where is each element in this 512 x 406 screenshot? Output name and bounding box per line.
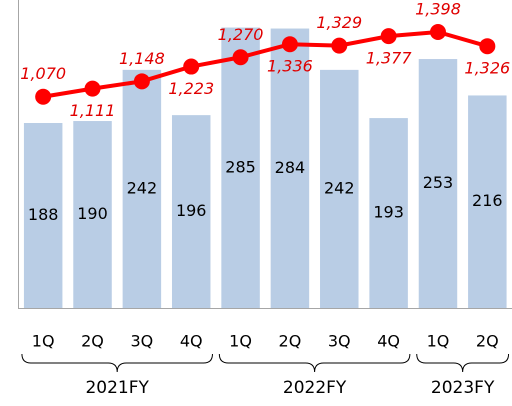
group-brace [21, 353, 213, 373]
line-label: 1,223 [168, 79, 214, 98]
line-label: 1,070 [20, 64, 66, 83]
line-marker [35, 88, 52, 105]
line-label: 1,377 [366, 49, 413, 68]
bar-label: 284 [275, 158, 306, 177]
line-label: 1,398 [415, 0, 461, 18]
x-tick-label: 4Q [377, 332, 400, 351]
line-label: 1,111 [70, 101, 116, 120]
bar-label: 216 [472, 191, 503, 210]
line-marker [281, 36, 298, 53]
bar [418, 59, 458, 308]
x-tick-label: 1Q [229, 332, 252, 351]
line [42, 29, 488, 99]
line-label: 1,270 [218, 25, 264, 44]
x-tick-label: 3Q [130, 332, 153, 351]
bar [122, 69, 162, 308]
bar [468, 95, 507, 309]
line-marker [84, 80, 101, 97]
bar-label: 196 [176, 201, 207, 220]
line-marker [380, 28, 397, 45]
group-label: 2022FY [283, 378, 347, 398]
line-marker [331, 37, 348, 54]
bar [73, 121, 112, 308]
bar [23, 123, 63, 308]
line-label: 1,329 [316, 13, 362, 32]
group-label: 2023FY [431, 378, 495, 398]
bar [320, 69, 359, 308]
group-brace [416, 353, 510, 373]
x-tick-label: 3Q [328, 332, 351, 351]
line-label: 1,326 [464, 59, 510, 78]
line-marker [183, 58, 200, 75]
x-tick-label: 2Q [81, 332, 104, 351]
bar [221, 27, 260, 309]
x-tick-label: 4Q [180, 332, 203, 351]
line-marker [232, 49, 249, 66]
group-label: 2021FY [85, 378, 149, 398]
bar [270, 28, 310, 308]
line-label: 1,148 [119, 49, 165, 68]
bar-label: 190 [77, 204, 108, 223]
x-tick-label: 2Q [476, 332, 499, 351]
bar [369, 118, 408, 308]
line-marker [479, 38, 496, 55]
line-label: 1,336 [267, 57, 313, 76]
bar-label: 193 [373, 203, 404, 222]
bar [171, 115, 211, 309]
line-marker [133, 73, 150, 90]
x-tick-label: 1Q [32, 332, 55, 351]
bar-label: 285 [225, 157, 256, 176]
bar-label: 253 [423, 173, 454, 192]
bar-label: 242 [127, 178, 158, 197]
group-brace [218, 353, 411, 373]
bar-label: 242 [324, 178, 355, 197]
x-tick-label: 2Q [279, 332, 302, 351]
bar-label: 188 [28, 205, 59, 224]
line-marker [429, 23, 446, 40]
x-tick-label: 1Q [427, 332, 450, 351]
